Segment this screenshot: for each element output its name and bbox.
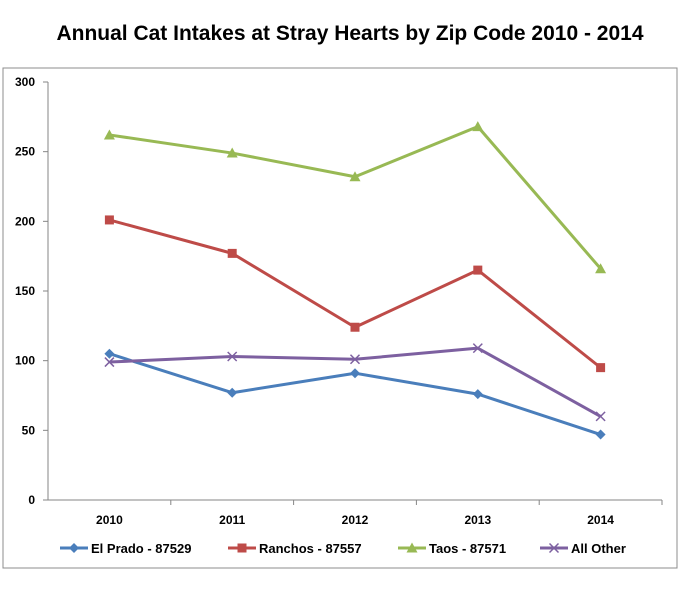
series-1	[104, 215, 606, 373]
series-3	[104, 343, 606, 422]
y-tick-label: 150	[15, 284, 35, 298]
data-point	[596, 363, 606, 373]
series-group	[103, 121, 607, 440]
y-tick-label: 250	[15, 145, 35, 159]
data-point	[104, 357, 115, 368]
y-tick-label: 0	[28, 493, 35, 507]
marker-stroke	[227, 351, 238, 362]
data-point	[226, 147, 238, 158]
series-2	[103, 121, 607, 274]
data-point	[472, 121, 484, 132]
x-tick-label: 2010	[96, 513, 123, 527]
legend: El Prado - 87529 Ranchos - 87557 Taos - 87…	[60, 541, 626, 556]
data-point	[104, 348, 115, 359]
legend-item: Ranchos - 87557	[228, 541, 362, 556]
y-tick-label: 100	[15, 354, 35, 368]
legend-label: Ranchos - 87557	[259, 541, 362, 556]
marker-stroke	[349, 354, 361, 365]
legend-label: El Prado - 87529	[91, 541, 191, 556]
data-point	[104, 215, 114, 225]
y-tick-label: 200	[15, 214, 35, 228]
chart-title: Annual Cat Intakes at Stray Hearts by Zi…	[56, 22, 643, 45]
legend-marker	[406, 542, 418, 553]
data-point	[350, 322, 360, 332]
data-point	[227, 351, 238, 362]
axes: 0 50 100 150 200 250 300 2010 2011 2012 2013 2014	[15, 75, 663, 527]
data-point	[349, 354, 361, 365]
legend-label: All Other	[571, 541, 626, 556]
marker-stroke	[595, 411, 606, 422]
y-tick-label: 300	[15, 75, 35, 89]
x-tick-label: 2011	[219, 513, 245, 527]
x-tick-label: 2013	[464, 513, 491, 527]
marker-stroke	[104, 357, 115, 368]
data-point	[595, 263, 607, 274]
y-tick-label: 50	[22, 423, 36, 437]
data-point	[595, 429, 606, 440]
data-point	[350, 368, 360, 379]
data-point	[227, 387, 238, 398]
x-tick-label: 2012	[342, 513, 369, 527]
legend-item: All Other	[540, 541, 626, 556]
data-point	[473, 265, 483, 275]
legend-marker	[548, 542, 560, 554]
x-tick-label: 2014	[587, 513, 614, 527]
series-0	[104, 348, 606, 440]
data-point	[349, 171, 361, 182]
marker-stroke	[548, 542, 560, 554]
data-point	[227, 248, 237, 258]
legend-label: Taos - 87571	[429, 541, 506, 556]
legend-marker	[237, 543, 247, 553]
data-point	[103, 129, 115, 140]
data-point	[472, 389, 483, 400]
data-point	[595, 411, 606, 422]
legend-item: Taos - 87571	[398, 541, 506, 556]
legend-marker	[69, 543, 79, 553]
marker-stroke	[472, 343, 483, 354]
legend-item: El Prado - 87529	[60, 541, 191, 556]
data-point	[472, 343, 483, 354]
